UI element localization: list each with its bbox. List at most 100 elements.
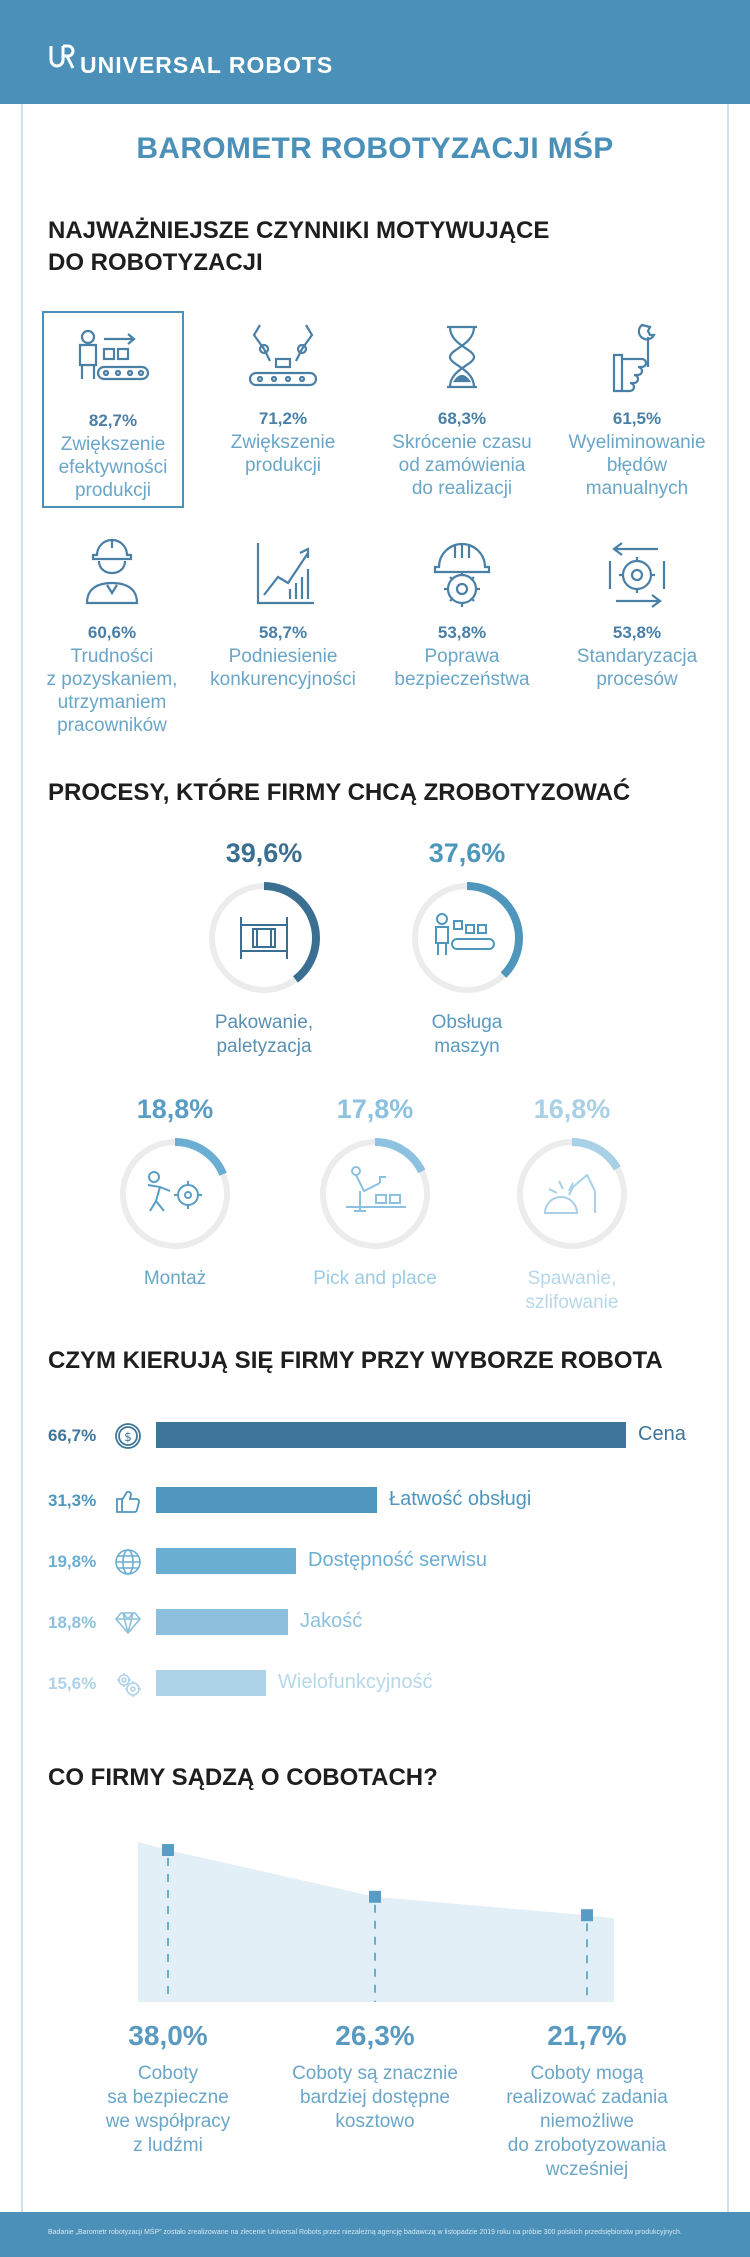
factor-label-line: pracowników xyxy=(57,715,167,736)
processes-heading: PROCESY, KTÓRE FIRMY CHCĄ ZROBOTYZOWAĆ xyxy=(48,779,631,806)
choice-pct: 19,8% xyxy=(48,1552,97,1571)
factor-label-line: z pozyskaniem, xyxy=(46,669,178,690)
factor-label-line: produkcji xyxy=(74,480,152,501)
factor-label-line: Zwiększenie xyxy=(230,432,336,453)
choice-heading: CZYM KIERUJĄ SIĘ FIRMY PRZY WYBORZE ROBO… xyxy=(48,1347,663,1374)
ring-arc xyxy=(119,1138,231,1250)
process-label: Spawanie, szlifowanie xyxy=(487,1267,657,1315)
factor-label-line: Poprawa xyxy=(424,646,500,667)
factor-pct: 58,7% xyxy=(258,623,308,642)
choice-label: Wielofunkcyjność xyxy=(278,1671,433,1693)
choice-label: Dostępność serwisu xyxy=(308,1549,487,1571)
factor-pct: 60,6% xyxy=(87,623,137,642)
cobot-pct: 38,0% xyxy=(128,2020,208,2051)
process-ring xyxy=(119,1138,231,1250)
factor-label-line: do realizacji xyxy=(411,478,513,499)
factor-label-line: efektywności xyxy=(58,457,168,478)
brand-logo[interactable]: UNIVERSAL ROBOTS xyxy=(48,36,333,79)
factor-label: Podniesienie konkurencyjności xyxy=(198,645,368,691)
footer-note: Badanie „Barometr robotyzacji MŚP” zosta… xyxy=(48,2229,682,2236)
process-label-line: paletyzacja xyxy=(216,1036,312,1057)
choice-label: Łatwość obsługi xyxy=(389,1488,532,1510)
process-donut: 39,6% Pakowanie, paletyzacja xyxy=(179,838,349,1059)
choice-row: 18,8% Jakość xyxy=(48,1607,708,1637)
diamond-icon xyxy=(114,1612,142,1635)
process-label: Pakowanie, paletyzacja xyxy=(179,1011,349,1059)
process-ring xyxy=(319,1138,431,1250)
factor-card: 53,8% Standaryzacja procesów xyxy=(552,533,722,691)
cobot-point xyxy=(369,1890,381,1903)
cobot-label-line: we współpracy xyxy=(105,2111,231,2132)
motivators-heading-line2: DO ROBOTYZACJI xyxy=(48,249,263,276)
factor-label-line: bezpieczeństwa xyxy=(394,669,530,690)
factor-pct: 53,8% xyxy=(437,623,487,642)
process-pct: 16,8% xyxy=(533,1094,611,1124)
factor-label-line: procesów xyxy=(596,669,678,690)
motivators-heading: NAJWAŻNIEJSZE CZYNNIKI MOTYWUJĄCE DO ROB… xyxy=(48,215,708,279)
factor-label-line: Podniesienie xyxy=(228,646,338,667)
hand-wrench-icon xyxy=(612,323,656,393)
factor-label-line: manualnych xyxy=(585,478,689,499)
helmet-gear-icon xyxy=(433,542,491,607)
process-pct: 37,6% xyxy=(428,838,506,868)
choice-row: 15,6% Wielofunkcyjność xyxy=(48,1668,708,1698)
robot-arms-conveyor-icon xyxy=(248,324,318,387)
footer-bar: Badanie „Barometr robotyzacji MŚP” zosta… xyxy=(0,2212,750,2257)
cobot-label: Coboty są znacznie bardziej dostępne kos… xyxy=(270,2062,480,2134)
hourglass-icon xyxy=(447,325,477,389)
factor-label-line: konkurencyjności xyxy=(210,669,356,690)
factor-label-line: błędów xyxy=(606,455,668,476)
cobot-label-line: realizować zadania xyxy=(506,2087,668,2108)
cobot-label-line: Coboty są znacznie xyxy=(292,2063,458,2084)
gears-icon xyxy=(117,1673,141,1697)
cobot-label-line: do zrobotyzowania xyxy=(507,2135,667,2156)
factor-label: Standaryzacja procesów xyxy=(552,645,722,691)
choice-label: Jakość xyxy=(300,1610,363,1632)
choice-bar xyxy=(156,1670,266,1696)
motivators-heading-line1: NAJWAŻNIEJSZE CZYNNIKI MOTYWUJĄCE xyxy=(48,217,550,244)
choice-label: Cena xyxy=(638,1423,686,1445)
process-donut: 17,8% Pick and place xyxy=(290,1094,460,1291)
cobots-heading: CO FIRMY SĄDZĄ O COBOTACH? xyxy=(48,1764,438,1791)
cobot-label-line: niemożliwe xyxy=(540,2111,634,2132)
process-label-line: szlifowanie xyxy=(525,1292,619,1313)
cobot-label-line: bardziej dostępne xyxy=(300,2087,450,2108)
process-ring xyxy=(516,1138,628,1250)
factor-label-line: Skrócenie czasu xyxy=(392,432,532,453)
factor-card: 68,3% Skrócenie czasu od zamówienia do r… xyxy=(377,319,547,500)
process-label-line: Pick and place xyxy=(313,1268,437,1289)
process-donut: 16,8% Spawanie, szlifowanie xyxy=(487,1094,657,1315)
svg-text:$: $ xyxy=(124,1430,132,1444)
ring-arc xyxy=(208,882,320,994)
factor-card: 82,7% Zwiększenie efektywności produkcji xyxy=(42,311,184,508)
factor-label: Wyeliminowanie błędów manualnych xyxy=(552,431,722,500)
factor-label: Zwiększenie produkcji xyxy=(198,431,368,477)
process-ring xyxy=(411,882,523,994)
factor-label: Skrócenie czasu od zamówienia do realiza… xyxy=(377,431,547,500)
factor-label-line: Standaryzacja xyxy=(576,646,698,667)
factor-card: 60,6% Trudności z pozyskaniem, utrzymani… xyxy=(27,533,197,737)
process-label-line: Montaż xyxy=(143,1268,207,1289)
cobot-label-line: z ludźmi xyxy=(133,2135,203,2156)
ring-arc xyxy=(319,1138,431,1250)
factor-label-line: Zwiększenie xyxy=(60,434,166,455)
cobot-area-chart xyxy=(138,1842,614,2002)
factor-pct: 61,5% xyxy=(612,409,662,428)
page-title: BAROMETR ROBOTYZACJI MŚP xyxy=(136,132,614,165)
cobot-label: Coboty sa bezpieczne we współpracy z lud… xyxy=(63,2062,273,2158)
growth-chart-icon xyxy=(256,543,314,605)
choice-row: 31,3% Łatwość obsługi xyxy=(48,1485,708,1515)
choice-bar xyxy=(156,1548,296,1574)
assembly-icon xyxy=(147,1171,202,1212)
thumbs-up-icon xyxy=(116,1490,140,1513)
ring-arc xyxy=(411,882,523,994)
factor-label: Zwiększenie efektywności produkcji xyxy=(44,433,182,502)
cobot-pct: 21,7% xyxy=(547,2020,627,2051)
choice-pct: 15,6% xyxy=(48,1674,97,1693)
factor-label-line: Wyeliminowanie xyxy=(568,432,706,453)
ur-logo-icon xyxy=(49,44,75,69)
cobot-label-line: Coboty mogą xyxy=(530,2063,644,2084)
process-label-line: Pakowanie, xyxy=(214,1012,314,1033)
header-bar: UNIVERSAL ROBOTS xyxy=(0,0,750,104)
cobot-label-line: sa bezpieczne xyxy=(107,2087,229,2108)
